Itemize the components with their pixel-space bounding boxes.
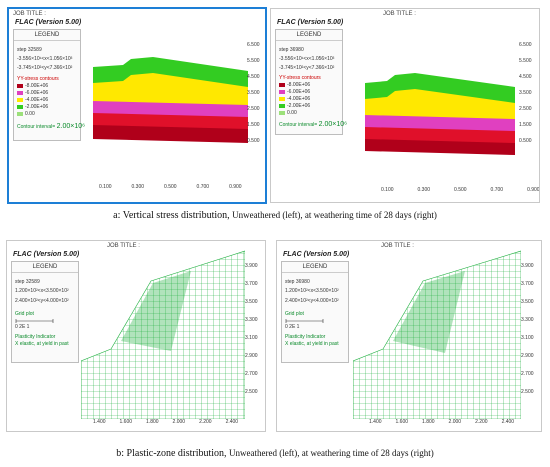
grid-plot-label: Grid plot	[15, 311, 34, 317]
y-axis-ticks: 6.500 5.500 4.500 3.500 2.500 1.500 0.500	[519, 42, 532, 144]
flac-version-title: FLAC (Version 5.00)	[13, 251, 80, 258]
plasticity-label: Plasticity Indicator	[285, 334, 326, 340]
job-title-label: JOB TITLE :	[107, 243, 140, 249]
y-axis-ticks: 3.900 3.700 3.500 3.300 3.100 2.900 2.700 2.500	[521, 263, 534, 395]
flac-version-title: FLAC (Version 5.00)	[277, 19, 344, 26]
caption-a: a: Vertical stress distribution, Unweath…	[113, 210, 437, 221]
job-title-label: JOB TITLE :	[13, 11, 46, 17]
legend-box: LEGEND	[275, 29, 343, 135]
x-axis-ticks: 0.100 0.300 0.500 0.700 0.900	[381, 187, 540, 193]
legend-heading: LEGEND	[14, 30, 80, 41]
contour-label: YY-stress contours	[17, 76, 59, 82]
scale-bar: 0 2E 1	[285, 319, 324, 330]
y-axis-ticks: 3.900 3.700 3.500 3.300 3.100 2.900 2.700 2.500	[245, 263, 258, 395]
contour-interval: Contour interval= 2.00×10⁶	[279, 121, 347, 128]
panel-plastic-zone-28days[interactable]: JOB TITLE : FLAC (Version 5.00) LEGEND s…	[276, 240, 542, 432]
y-range: 2.400×10²<y<4.000×10²	[15, 298, 69, 304]
contour-legend: -8.00E+06 -6.00E+06 -4.00E+06 -2.00E+06 …	[279, 82, 310, 116]
y-range: -3.745×10²<y<7.366×10²	[17, 65, 73, 71]
y-axis-ticks: 6.500 5.500 4.500 3.500 2.500 1.500 0.500	[247, 42, 260, 144]
legend-heading: LEGEND	[12, 262, 78, 273]
x-range: -3.556×10¹<x<1.056×10³	[17, 56, 73, 62]
x-axis-ticks: 1.400 1.600 1.800 2.000 2.200 2.400	[93, 419, 239, 425]
grid-plot-label: Grid plot	[285, 311, 304, 317]
plasticity-label: Plasticity Indicator	[15, 334, 56, 340]
job-title-label: JOB TITLE :	[383, 11, 416, 17]
x-range: 1.200×10²<x<3.500×10²	[15, 288, 69, 294]
panel-plastic-zone-unweathered[interactable]: JOB TITLE : FLAC (Version 5.00) LEGEND s…	[6, 240, 266, 432]
legend-heading: LEGEND	[276, 30, 342, 41]
mesh-grid-plot	[353, 250, 521, 419]
step-label: step 36980	[285, 279, 310, 285]
x-axis-ticks: 0.100 0.300 0.500 0.700 0.900	[99, 184, 242, 190]
mesh-grid-plot	[81, 250, 245, 419]
caption-b: b: Plastic-zone distribution, Unweathere…	[116, 448, 434, 459]
scale-bar: 0 2E 1	[15, 319, 54, 330]
panel-vertical-stress-28days[interactable]: JOB TITLE : FLAC (Version 5.00) LEGEND s…	[270, 8, 540, 203]
panel-vertical-stress-unweathered[interactable]: JOB TITLE : FLAC (Version 5.00) LEGEND s…	[7, 7, 267, 204]
stress-bands-plot	[365, 73, 515, 155]
plasticity-desc: X elastic, at yield in past	[15, 341, 69, 347]
legend-box: LEGEND	[281, 261, 349, 363]
contour-interval: Contour interval= 2.00×10⁶	[17, 123, 85, 130]
x-axis-ticks: 1.400 1.600 1.800 2.000 2.200 2.400	[369, 419, 515, 425]
legend-box: LEGEND	[13, 29, 81, 141]
step-label: step 32589	[15, 279, 40, 285]
plasticity-desc: X elastic, at yield in past	[285, 341, 339, 347]
contour-label: YY-stress contours	[279, 75, 321, 81]
flac-version-title: FLAC (Version 5.00)	[15, 19, 82, 26]
flac-version-title: FLAC (Version 5.00)	[283, 251, 350, 258]
legend-heading: LEGEND	[282, 262, 348, 273]
step-label: step 36980	[279, 47, 304, 53]
y-range: -3.745×10²<y<7.366×10²	[279, 65, 335, 71]
x-range: -3.556×10¹<x<1.056×10³	[279, 56, 335, 62]
legend-box: LEGEND	[11, 261, 79, 363]
contour-legend: -8.00E+06 -6.00E+06 -4.00E+06 -2.00E+06 …	[17, 83, 48, 117]
x-range: 1.200×10²<x<3.500×10²	[285, 288, 339, 294]
job-title-label: JOB TITLE :	[381, 243, 414, 249]
y-range: 2.400×10²<y<4.000×10²	[285, 298, 339, 304]
step-label: step 32589	[17, 47, 42, 53]
stress-bands-plot	[93, 57, 248, 143]
